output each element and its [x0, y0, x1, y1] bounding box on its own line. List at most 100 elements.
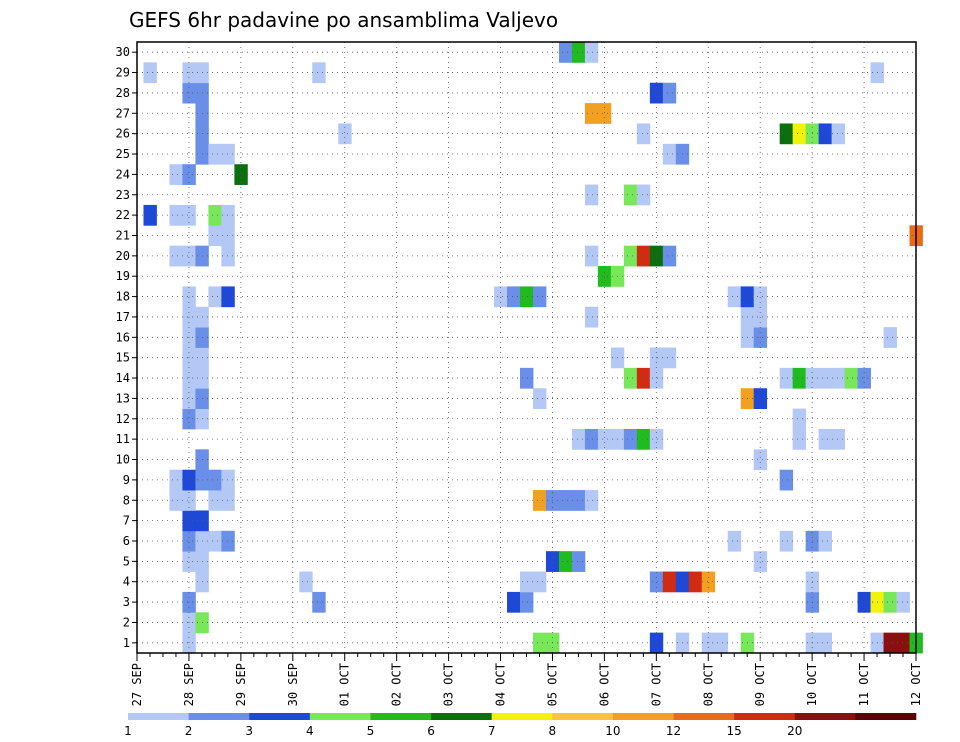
- heatmap-cell: [182, 367, 196, 389]
- heatmap-cell: [208, 204, 222, 226]
- heatmap-cell: [532, 632, 547, 654]
- heatmap-cell: [818, 428, 833, 450]
- x-tick-label: 29 SEP: [234, 663, 248, 706]
- color-bar-label: 1: [124, 724, 132, 738]
- y-tick-label: 11: [116, 432, 130, 446]
- x-tick-label: 27 SEP: [130, 663, 144, 706]
- heatmap-cell: [532, 571, 547, 593]
- x-tick-label: 08 OCT: [701, 663, 715, 706]
- heatmap-cell: [623, 428, 638, 450]
- heatmap-cell: [584, 42, 599, 63]
- y-tick-label: 18: [116, 290, 130, 304]
- heatmap-cell: [571, 428, 586, 450]
- heatmap-cell: [883, 591, 897, 613]
- color-bar-label: 5: [367, 724, 375, 738]
- heatmap-cell: [636, 184, 651, 206]
- heatmap-cell: [831, 367, 845, 389]
- heatmap-cell: [571, 551, 586, 572]
- color-bar-label: 8: [548, 724, 556, 738]
- y-tick-label: 26: [116, 127, 130, 141]
- color-bar-label: 7: [488, 724, 496, 738]
- heatmap-cell: [169, 490, 183, 511]
- heatmap-cell: [221, 143, 235, 165]
- heatmap-cell: [649, 367, 664, 389]
- heatmap-cell: [182, 388, 196, 409]
- heatmap-cell: [532, 286, 547, 308]
- heatmap-cell: [520, 367, 534, 389]
- heatmap-cell: [623, 245, 638, 267]
- y-tick-label: 27: [116, 106, 130, 120]
- heatmap-cell: [779, 469, 794, 491]
- y-tick-label: 8: [123, 493, 130, 507]
- heatmap-cell: [831, 428, 845, 450]
- color-bar-segment: [491, 713, 553, 720]
- heatmap-cell: [221, 490, 235, 511]
- y-tick-label: 21: [116, 228, 130, 242]
- heatmap-cell: [208, 143, 222, 165]
- heatmap-cell: [182, 245, 196, 267]
- x-tick-label: 30 SEP: [286, 663, 300, 706]
- heatmap-cell: [727, 286, 742, 308]
- y-tick-label: 30: [116, 45, 130, 59]
- color-bar-segment: [309, 713, 371, 720]
- heatmap-cell: [714, 632, 729, 654]
- heatmap-cell: [169, 204, 183, 226]
- heatmap-cell: [831, 123, 845, 145]
- y-tick-label: 3: [123, 595, 130, 609]
- heatmap-cell: [507, 286, 521, 308]
- heatmap-cell: [662, 82, 677, 104]
- heatmap-cell: [558, 490, 573, 511]
- heatmap-cell: [338, 123, 352, 145]
- heatmap-cell: [753, 388, 768, 409]
- color-bar-segment: [128, 713, 189, 720]
- color-bar-label: 20: [787, 724, 802, 738]
- heatmap-cell: [494, 286, 508, 308]
- heatmap-cell: [649, 82, 664, 104]
- heatmap-cell: [753, 551, 768, 572]
- color-bar-segment: [734, 713, 796, 720]
- color-bar-segment: [612, 713, 674, 720]
- heatmap-cell: [182, 510, 196, 532]
- y-tick-label: 16: [116, 330, 130, 344]
- heatmap-cell: [584, 306, 599, 328]
- heatmap-cell: [182, 530, 196, 552]
- heatmap-cell: [221, 530, 235, 552]
- color-bar-segment: [552, 713, 614, 720]
- y-tick-label: 5: [123, 554, 130, 568]
- heatmap-cell: [688, 571, 703, 593]
- color-bar-label: 2: [185, 724, 193, 738]
- y-tick-label: 25: [116, 147, 130, 161]
- heatmap-cells: [143, 42, 923, 654]
- heatmap-cell: [844, 367, 858, 389]
- heatmap-cell: [584, 428, 599, 450]
- heatmap-cell: [636, 367, 651, 389]
- chart-title: GEFS 6hr padavine po ansamblima Valjevo: [129, 8, 558, 32]
- heatmap-cell: [792, 123, 807, 145]
- heatmap-cell: [143, 204, 157, 226]
- heatmap-cell: [753, 449, 768, 471]
- y-tick-label: 14: [116, 371, 130, 385]
- y-tick-label: 4: [123, 575, 130, 589]
- x-tick-label: 12 OCT: [909, 663, 923, 706]
- y-tick-label: 1: [123, 636, 130, 650]
- heatmap-cell: [662, 347, 677, 369]
- heatmap-cell: [169, 164, 183, 185]
- heatmap-cell: [182, 82, 196, 104]
- y-tick-label: 2: [123, 615, 130, 629]
- y-tick-label: 7: [123, 514, 130, 528]
- heatmap-cell: [662, 143, 677, 165]
- x-tick-label: 04 OCT: [494, 663, 508, 706]
- y-tick-label: 29: [116, 66, 130, 80]
- heatmap-cell: [779, 530, 794, 552]
- color-bar-label: 15: [727, 724, 742, 738]
- y-tick-label: 9: [123, 473, 130, 487]
- heatmap-cell: [597, 266, 612, 287]
- y-axis-ticks: 1234567891011121314151617181920212223242…: [116, 45, 137, 650]
- heatmap-cell: [753, 286, 768, 308]
- color-bar-label: 12: [666, 724, 681, 738]
- x-tick-label: 07 OCT: [649, 663, 663, 706]
- heatmap-cell: [701, 571, 716, 593]
- heatmap-cell: [182, 469, 196, 491]
- y-tick-label: 6: [123, 534, 130, 548]
- color-bar-label: 3: [245, 724, 253, 738]
